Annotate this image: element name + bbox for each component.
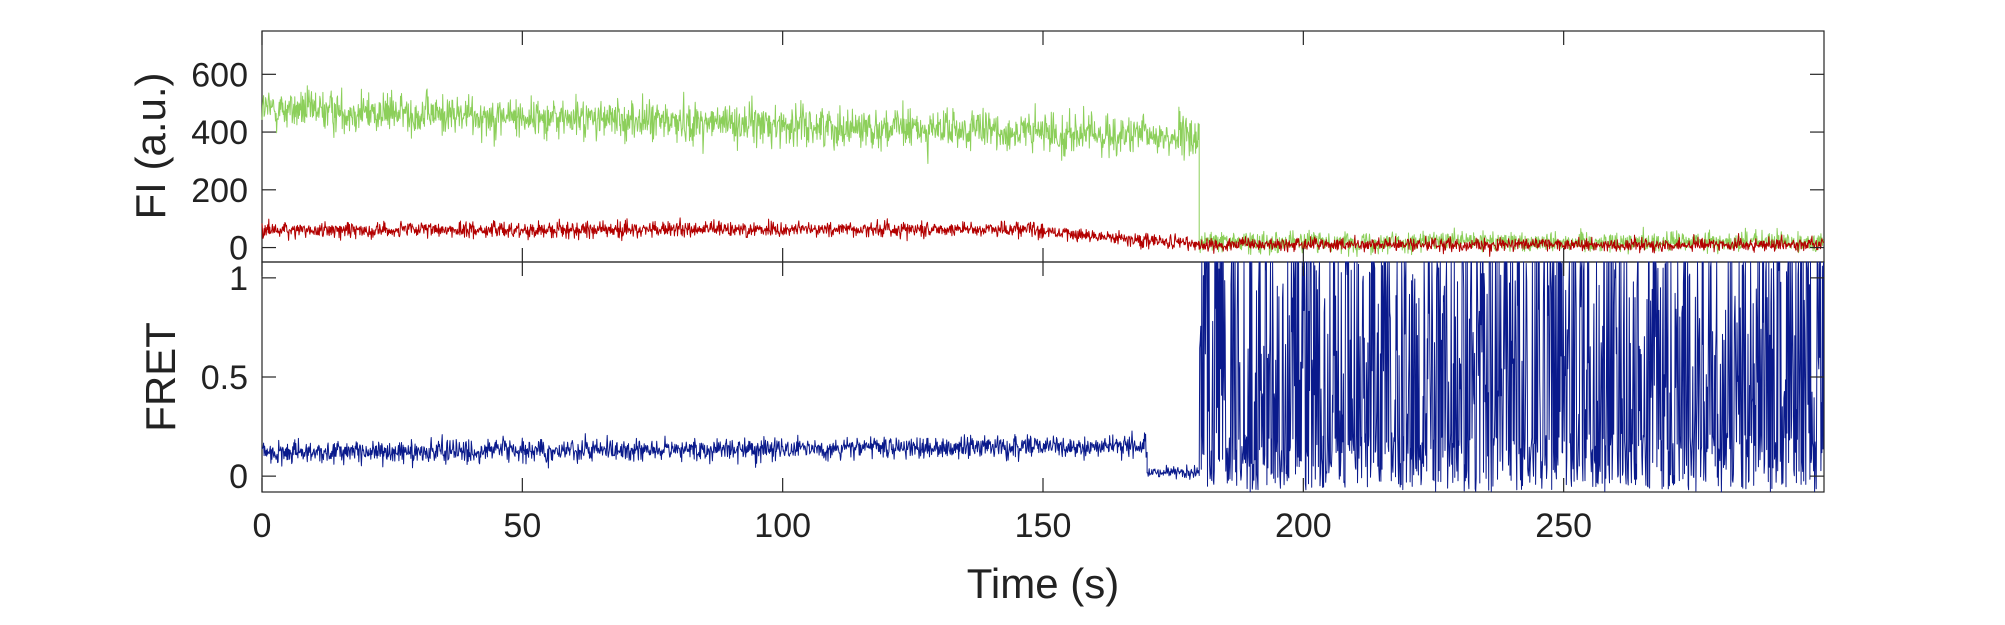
trace-fret-efficiency — [261, 261, 1824, 493]
time-x-axis-label: Time (s) — [967, 560, 1119, 607]
intensity-panel: 0 200 400 600 FI (a.u.) — [127, 30, 1825, 268]
y-tick-label: 0 — [229, 458, 248, 496]
trace-donor — [261, 85, 1824, 257]
y-tick-label: 0.5 — [201, 359, 248, 397]
x-tick-label: 250 — [1535, 507, 1592, 545]
fret-panel: 00.51 0 50 100 150 200 250 FRET Time (s) — [137, 31, 1825, 607]
y-tick-label: 200 — [191, 172, 248, 210]
x-tick-label: 100 — [754, 507, 811, 545]
intensity-y-ticks: 0 200 400 600 — [191, 56, 1824, 268]
intensity-y-axis-label: FI (a.u.) — [127, 72, 174, 219]
y-tick-label: 600 — [191, 56, 248, 94]
y-tick-label: 400 — [191, 114, 248, 152]
intensity-traces — [261, 85, 1824, 257]
x-tick-label: 200 — [1275, 507, 1332, 545]
fret-traces — [261, 261, 1824, 493]
y-tick-label: 0 — [229, 230, 248, 268]
trace-acceptor — [261, 217, 1824, 257]
fret-y-axis-label: FRET — [137, 322, 184, 432]
time-x-ticks: 0 50 100 150 200 250 — [253, 31, 1592, 545]
fret-y-ticks: 00.51 — [201, 260, 1824, 496]
x-tick-label: 50 — [503, 507, 541, 545]
x-tick-label: 0 — [253, 507, 272, 545]
y-tick-label: 1 — [229, 260, 248, 298]
x-tick-label: 150 — [1015, 507, 1072, 545]
